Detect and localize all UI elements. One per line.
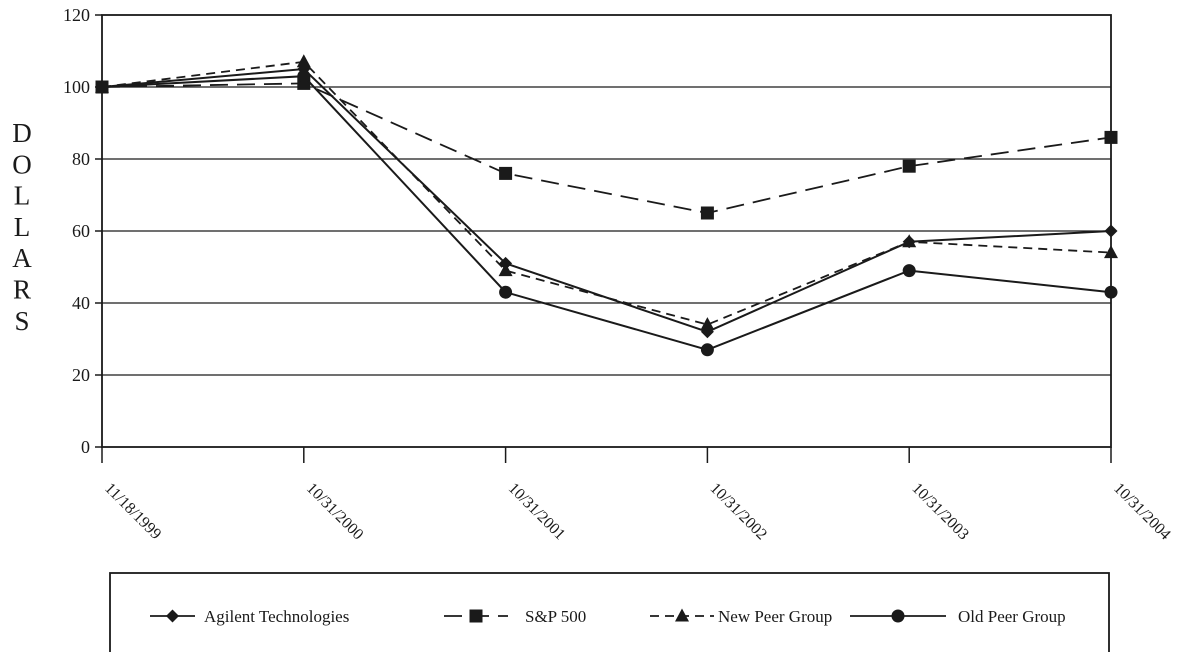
x-tick-label: 10/31/2001 <box>505 480 569 544</box>
x-tick-label: 10/31/2003 <box>908 480 972 544</box>
y-axis-label-letter: L <box>14 181 31 211</box>
data-point <box>700 317 715 331</box>
series-s-p-500 <box>95 76 1118 220</box>
legend-label: New Peer Group <box>718 607 832 626</box>
y-axis-label-letter: D <box>12 118 32 148</box>
legend-marker <box>891 609 905 623</box>
y-axis-label-letter: R <box>13 275 31 305</box>
legend-item: S&P 500 <box>444 607 586 626</box>
data-point <box>1104 285 1118 299</box>
y-axis-label-letter: L <box>14 212 31 242</box>
y-axis: 0 20 40 60 80 100 120 <box>63 5 102 457</box>
series-line <box>101 75 1112 351</box>
x-tick-label: 10/31/2002 <box>707 480 771 544</box>
y-tick-label: 120 <box>63 5 90 25</box>
legend-item: Old Peer Group <box>850 607 1066 626</box>
data-point <box>95 80 109 94</box>
data-point <box>499 166 513 180</box>
legend-label: Agilent Technologies <box>204 607 349 626</box>
legend-marker <box>675 608 689 622</box>
y-axis-label-letter: S <box>14 306 29 336</box>
series-old-peer-group <box>95 69 1118 357</box>
series-new-peer-group <box>95 54 1118 331</box>
series-agilent-technologies <box>95 62 1118 339</box>
data-point <box>902 234 917 248</box>
y-tick-label: 40 <box>72 293 90 313</box>
legend-marker <box>166 609 179 623</box>
y-tick-label: 0 <box>81 437 90 457</box>
series-line <box>101 67 1112 333</box>
x-tick-label: 10/31/2004 <box>1110 480 1174 544</box>
y-tick-label: 20 <box>72 365 90 385</box>
data-point <box>296 54 311 68</box>
legend-label: Old Peer Group <box>958 607 1066 626</box>
legend-box <box>109 572 1110 652</box>
data-point <box>902 264 916 278</box>
data-point <box>902 159 916 173</box>
legend-item: Agilent Technologies <box>150 607 349 626</box>
series-line <box>101 60 1112 326</box>
x-tick-label: 11/18/1999 <box>101 480 164 543</box>
data-point <box>1104 130 1118 144</box>
data-point <box>499 285 513 299</box>
y-tick-label: 80 <box>72 149 90 169</box>
series-line <box>101 82 1112 214</box>
legend-item: New Peer Group <box>650 607 832 626</box>
data-point <box>1104 224 1118 238</box>
y-axis-label-letter: O <box>12 149 32 179</box>
legend-marker <box>469 609 483 623</box>
y-tick-label: 60 <box>72 221 90 241</box>
y-tick-label: 100 <box>63 77 90 97</box>
data-point <box>700 343 714 357</box>
x-tick-label: 10/31/2000 <box>303 480 367 544</box>
legend-label: S&P 500 <box>525 607 586 626</box>
data-point <box>700 206 714 220</box>
data-point <box>498 263 513 277</box>
y-axis-label-letter: A <box>12 243 32 273</box>
series-lines <box>95 54 1118 357</box>
legend: Agilent Technologies S&P 500 New Peer Grou… <box>109 572 1110 652</box>
data-point <box>1104 245 1118 259</box>
data-point <box>297 69 311 83</box>
x-axis: 11/18/1999 10/31/2000 10/31/2001 10/31/2002… <box>101 447 1174 543</box>
